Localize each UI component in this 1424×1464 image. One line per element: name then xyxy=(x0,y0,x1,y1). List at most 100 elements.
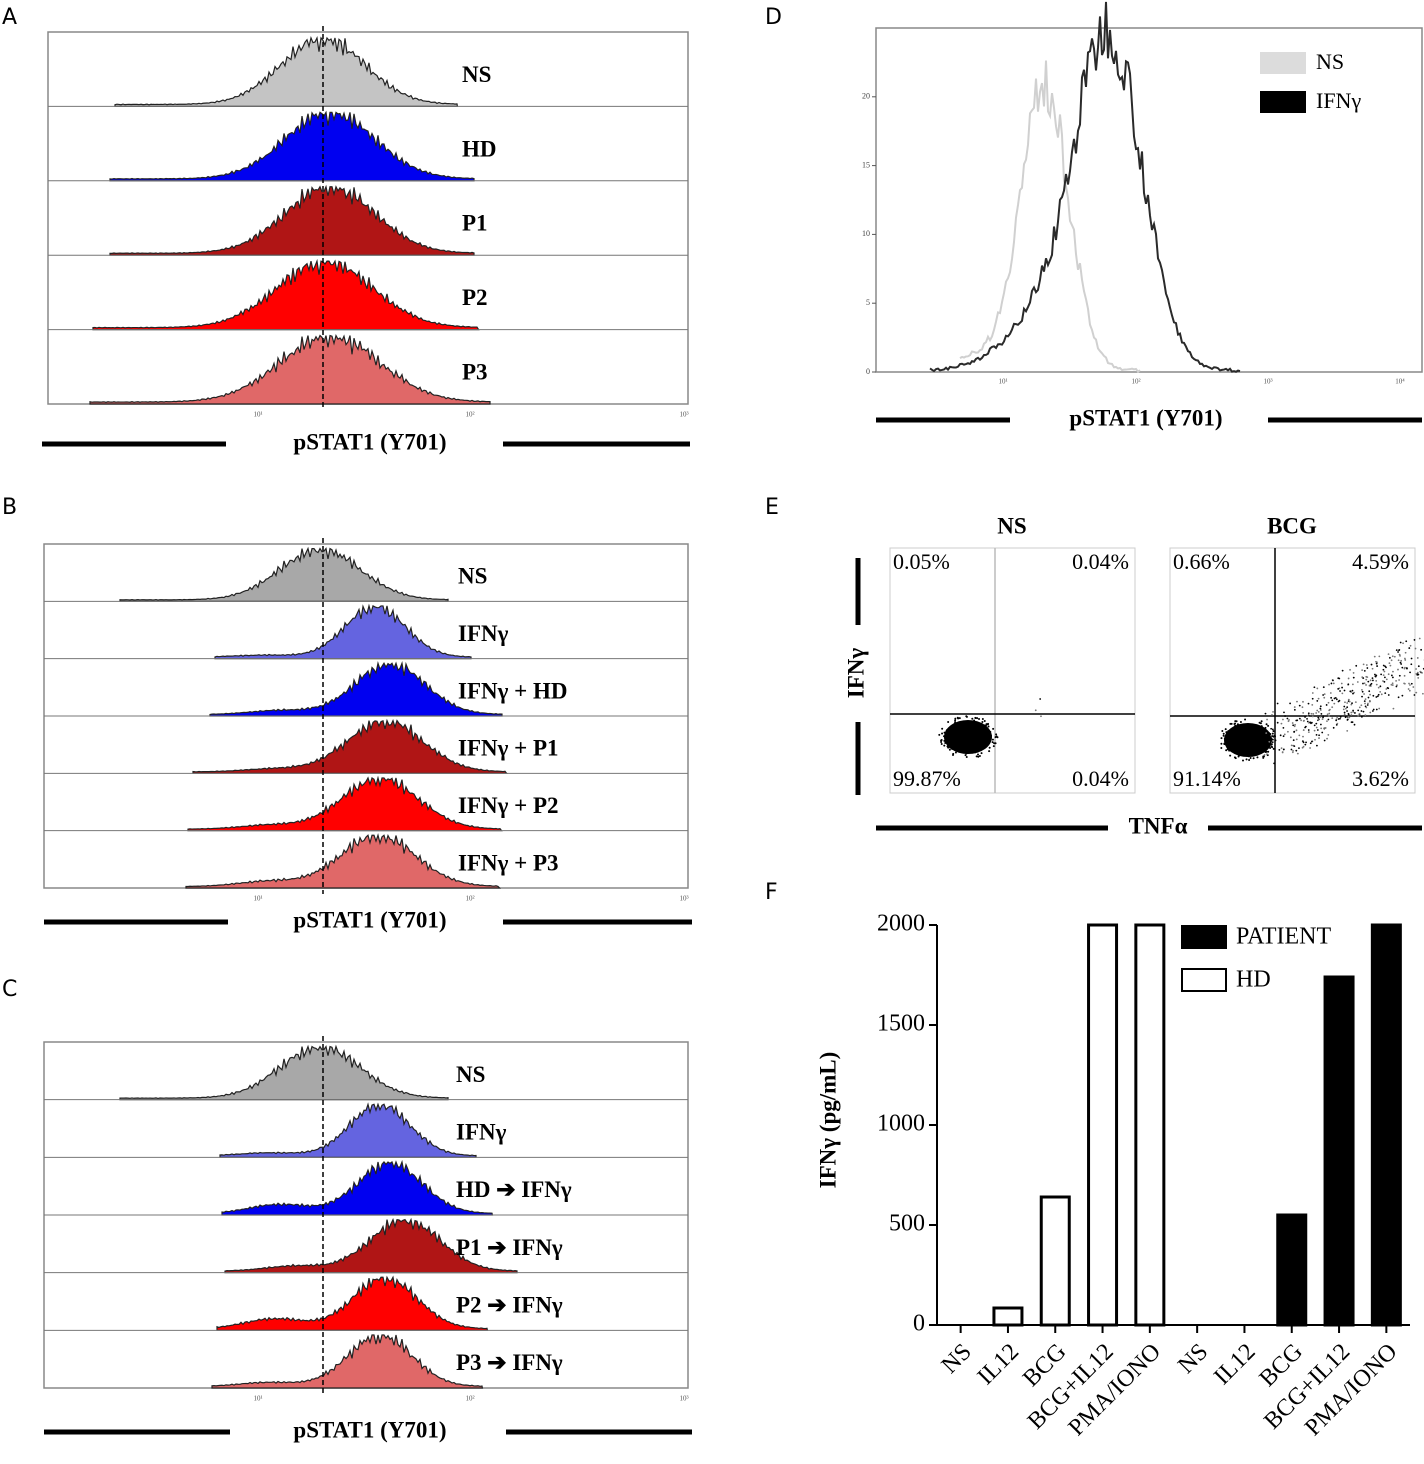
dot xyxy=(956,726,959,729)
plot-frame xyxy=(1169,547,1416,794)
row-label: P2 ➔ IFNγ xyxy=(456,1293,563,1318)
y-tick-label: 500 xyxy=(889,1211,925,1237)
dot xyxy=(978,737,981,740)
x-tick-label: 10¹ xyxy=(253,1395,262,1403)
dot xyxy=(949,743,952,746)
dot xyxy=(1364,714,1367,717)
histogram xyxy=(114,35,459,107)
y-tick-label: 0 xyxy=(913,1311,925,1337)
dot xyxy=(1361,690,1364,693)
dot xyxy=(957,717,960,720)
dot xyxy=(1266,735,1269,738)
dot xyxy=(1352,692,1354,695)
dot xyxy=(1375,683,1378,686)
dot xyxy=(979,730,982,733)
dot xyxy=(958,739,961,742)
dot xyxy=(1385,688,1388,690)
dot xyxy=(976,723,979,726)
dot xyxy=(1262,756,1265,759)
row-label: P2 xyxy=(462,285,488,310)
dot xyxy=(1295,729,1298,732)
dot xyxy=(1296,752,1299,755)
dot xyxy=(1312,713,1315,715)
dot xyxy=(1369,679,1372,682)
dot xyxy=(1270,727,1273,730)
dot xyxy=(1226,746,1229,749)
dot xyxy=(1260,725,1263,728)
dot xyxy=(1357,714,1360,717)
dot xyxy=(1244,718,1247,721)
dot xyxy=(1246,723,1249,726)
dot xyxy=(1229,754,1232,757)
axis-label: pSTAT1 (Y701) xyxy=(293,429,446,454)
dot xyxy=(1263,743,1266,746)
legend-swatch xyxy=(1260,52,1306,74)
dot xyxy=(1377,693,1380,696)
dot xyxy=(1392,707,1395,710)
dot xyxy=(1293,708,1296,711)
dot xyxy=(1260,746,1263,749)
dot xyxy=(1376,695,1379,698)
dot xyxy=(1375,660,1377,663)
dot xyxy=(981,747,984,750)
dot xyxy=(1349,668,1351,671)
dot xyxy=(1226,731,1229,734)
dot xyxy=(1339,690,1341,692)
x-tick-label: 10³ xyxy=(679,411,688,419)
dot xyxy=(1332,682,1335,685)
dot xyxy=(1265,732,1268,734)
dot xyxy=(986,723,989,726)
dot xyxy=(1252,742,1255,745)
dot xyxy=(1399,654,1401,657)
dot xyxy=(988,732,991,735)
dot xyxy=(1337,718,1340,720)
dot xyxy=(956,743,959,746)
dot xyxy=(1235,728,1238,731)
dot xyxy=(1356,681,1359,683)
row-label: NS xyxy=(456,1062,485,1087)
dot xyxy=(970,739,973,742)
dot xyxy=(1266,718,1268,721)
dot xyxy=(960,739,963,742)
dot xyxy=(1255,750,1258,753)
dot xyxy=(1397,651,1399,653)
dot xyxy=(1343,689,1346,692)
legend-swatch xyxy=(1260,91,1306,113)
dot xyxy=(1256,736,1259,739)
dot xyxy=(1351,689,1354,692)
dot xyxy=(1240,746,1243,749)
dot xyxy=(991,741,994,744)
dot xyxy=(1371,677,1374,680)
dot xyxy=(1404,651,1407,654)
dot xyxy=(989,734,992,737)
dot xyxy=(1319,705,1322,708)
dot xyxy=(1311,697,1314,700)
dot xyxy=(1383,670,1386,673)
dot xyxy=(1290,744,1293,747)
dot xyxy=(1391,655,1394,658)
y-tick-label: 1500 xyxy=(877,1011,925,1037)
dot xyxy=(1250,744,1253,747)
dot xyxy=(1271,738,1274,741)
dot xyxy=(1310,740,1313,743)
plot-title: NS xyxy=(997,513,1026,538)
dot xyxy=(1232,730,1235,733)
dot xyxy=(1039,698,1042,700)
dot xyxy=(1370,663,1373,666)
dot xyxy=(982,731,985,734)
dot xyxy=(1227,730,1230,733)
dot xyxy=(951,740,954,743)
dot xyxy=(1347,712,1350,715)
dot xyxy=(1363,682,1366,685)
dot xyxy=(1395,649,1398,651)
y-tick-label: 15 xyxy=(862,160,870,169)
dot xyxy=(1335,698,1338,701)
dot xyxy=(1351,683,1354,686)
dot xyxy=(1421,671,1423,674)
dot xyxy=(1366,704,1369,706)
dot xyxy=(1236,724,1239,727)
dot xyxy=(1386,686,1389,689)
dot xyxy=(1374,675,1377,678)
dot xyxy=(1337,677,1340,680)
dot xyxy=(1310,721,1313,724)
